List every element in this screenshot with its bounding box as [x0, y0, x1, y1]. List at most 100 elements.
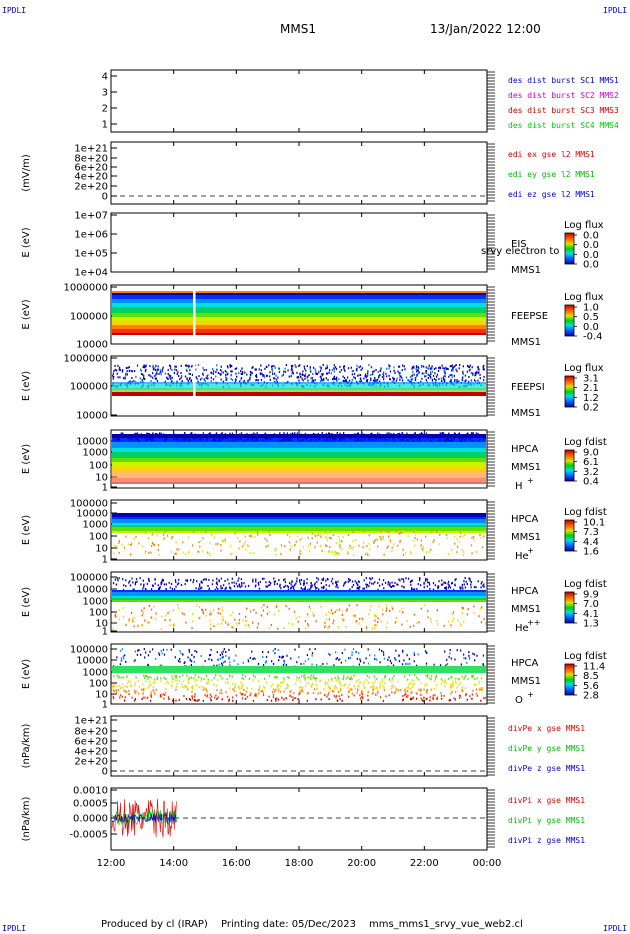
spectrogram-pixel: [326, 372, 329, 375]
spectrogram-pixel: [475, 374, 477, 377]
spectrogram-pixel: [450, 685, 452, 688]
spectrogram-pixel: [466, 661, 468, 664]
spectrogram-pixel: [244, 371, 246, 374]
spectrogram-pixel: [308, 433, 310, 436]
spectrogram-pixel: [421, 433, 424, 436]
spectrogram-pixel: [449, 699, 452, 702]
spectrogram-pixel: [436, 623, 439, 626]
y-tick-label: 4e+20: [74, 747, 108, 758]
spectrogram-pixel: [197, 380, 199, 383]
spectrogram-pixel: [335, 377, 337, 380]
spectrogram-pixel: [255, 374, 257, 377]
spectrogram-pixel: [325, 433, 328, 436]
spectrogram-pixel: [381, 680, 383, 683]
spectrogram-pixel: [276, 380, 279, 383]
spectrogram-pixel: [465, 437, 467, 440]
spectrogram-pixel: [377, 690, 379, 693]
spectrogram-pixel: [353, 372, 356, 375]
spectrogram-band: [112, 590, 486, 592]
spectrogram-band: [112, 517, 486, 519]
spectrogram-pixel: [234, 532, 236, 535]
y-tick-label: 4e+20: [74, 172, 108, 183]
spectrogram-pixel: [352, 539, 354, 542]
spectrogram-pixel: [481, 606, 483, 609]
spectrogram-pixel: [349, 588, 351, 591]
spectrogram-pixel: [206, 694, 208, 697]
date-time-title: 13/Jan/2022 12:00: [430, 22, 541, 36]
colorbar-tick-label: 0.0: [583, 231, 599, 242]
spectrogram-pixel: [389, 585, 391, 588]
spectrogram-pixel: [429, 436, 432, 439]
spectrogram-pixel: [451, 682, 454, 685]
spectrogram-pixel: [230, 365, 233, 368]
spectrogram-pixel: [385, 626, 387, 629]
spectrogram-pixel: [125, 366, 128, 369]
spectrogram-pixel: [283, 626, 285, 629]
colorbar-tick-label: 2.8: [583, 691, 599, 702]
spectrogram-pixel: [311, 652, 314, 655]
spectrogram-pixel: [361, 691, 363, 694]
spectrogram-pixel: [401, 663, 404, 666]
spectrogram-pixel: [464, 374, 467, 377]
spectrogram-pixel: [438, 543, 440, 546]
spectrogram-pixel: [417, 366, 420, 369]
spectrogram-pixel: [407, 689, 409, 692]
spectrogram-pixel: [264, 367, 266, 370]
spectrogram-pixel: [218, 435, 220, 438]
x-tick-label: 22:00: [410, 858, 439, 869]
spectrogram-pixel: [424, 579, 427, 582]
spectrogram-pixel: [215, 433, 217, 436]
spectrogram-pixel: [288, 435, 290, 438]
spectrogram-pixel: [379, 681, 381, 684]
spectrogram-pixel: [330, 580, 333, 583]
spectrogram-pixel: [157, 368, 159, 371]
spectrogram-pixel: [413, 613, 416, 616]
spectrogram-band: [112, 315, 486, 317]
spectrogram-pixel: [409, 662, 411, 665]
spectrogram-pixel: [119, 696, 121, 699]
spectrogram-pixel: [144, 674, 147, 677]
panel-frame: [110, 212, 488, 273]
spectrogram-pixel: [219, 369, 222, 372]
colorbar-title: Log flux: [564, 363, 604, 374]
spectrogram-pixel: [335, 376, 338, 379]
instrument-label: HPCA: [511, 586, 539, 597]
spectrogram-pixel: [288, 437, 290, 440]
spectrogram-pixel: [336, 432, 338, 435]
spectrogram-pixel: [271, 368, 273, 371]
spectrogram-pixel: [434, 677, 437, 680]
spectrogram-pixel: [325, 579, 327, 582]
spectrogram-pixel: [314, 677, 316, 680]
spectrogram-pixel: [364, 375, 366, 378]
spectrogram-pixel: [398, 373, 401, 376]
y-tick-label: 10000: [76, 340, 108, 351]
spectrogram-pixel: [154, 582, 156, 585]
spectrogram-pixel: [385, 695, 387, 698]
spectrogram-pixel: [166, 376, 168, 379]
spectrogram-pixel: [220, 435, 223, 438]
spectrogram-pixel: [343, 438, 345, 441]
spectrogram-pixel: [403, 580, 405, 583]
spectrogram-pixel: [374, 436, 376, 439]
spectrogram-pixel: [425, 683, 428, 686]
spectrogram-pixel: [462, 437, 464, 440]
spectrogram-pixel: [250, 692, 252, 695]
spectrogram-pixel: [186, 686, 188, 689]
spectrogram-pixel: [225, 376, 227, 379]
spectrogram-pixel: [358, 366, 360, 369]
spectrogram-pixel: [127, 543, 130, 546]
spectrogram-pixel: [217, 623, 219, 626]
spectrogram-pixel: [116, 684, 118, 687]
y-axis-label: E (eV): [21, 371, 32, 401]
spectrogram-pixel: [114, 364, 116, 367]
spectrogram-pixel: [396, 544, 399, 547]
spectrogram-pixel: [335, 435, 338, 438]
spectrogram-pixel: [479, 377, 481, 380]
spectrogram-pixel: [359, 377, 362, 380]
spectrogram-pixel: [425, 551, 428, 554]
spectrogram-pixel: [441, 364, 443, 367]
spectrogram-pixel: [321, 550, 323, 553]
spectrogram-band: [112, 444, 486, 446]
spectrogram-pixel: [271, 370, 274, 373]
spectrogram-pixel: [207, 678, 209, 681]
